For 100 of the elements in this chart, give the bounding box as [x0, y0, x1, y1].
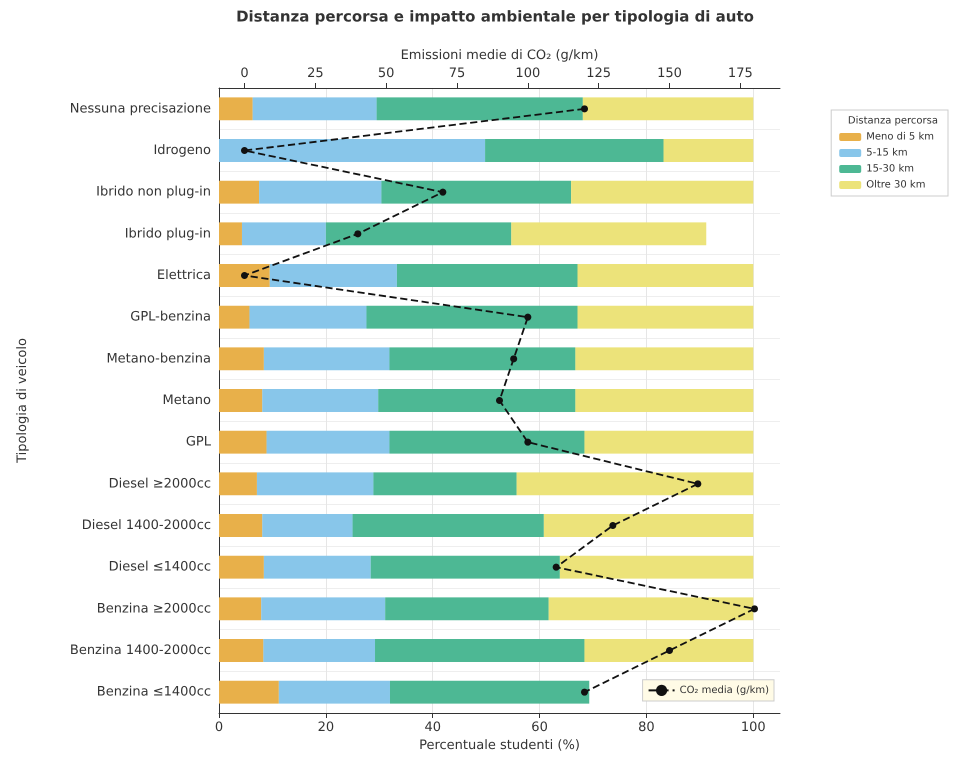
bar	[219, 639, 264, 662]
bar	[219, 514, 262, 537]
x-tick-label: 100	[740, 720, 766, 735]
bar	[256, 472, 374, 496]
point	[524, 314, 532, 321]
x2-tick-label: 150	[657, 66, 682, 81]
y-tick-label: Idrogeno	[153, 143, 212, 158]
point	[354, 230, 362, 238]
bar	[270, 264, 397, 287]
point	[552, 564, 560, 571]
x2-axis-title: Emissioni medie di CO₂ (g/km)	[400, 48, 598, 64]
bar	[578, 306, 754, 329]
bar	[278, 680, 390, 704]
x-tick-label: 20	[318, 720, 334, 735]
bar	[396, 264, 578, 287]
legend-label: 15-30 km	[866, 164, 914, 174]
chart-title: Distanza percorsa e impatto ambientale per tipologia di auto	[236, 8, 754, 26]
bar	[575, 389, 754, 412]
bar	[584, 639, 754, 662]
bar	[389, 430, 584, 454]
point	[609, 522, 616, 529]
y-tick-label: Benzina ≤1400cc	[96, 684, 211, 700]
point	[241, 272, 248, 279]
bar	[378, 389, 576, 412]
bar	[219, 306, 250, 329]
point	[510, 355, 518, 362]
point	[439, 188, 446, 196]
bar	[352, 514, 544, 537]
bar	[511, 222, 706, 246]
bar	[548, 597, 754, 620]
bar	[252, 97, 377, 120]
x2-tick-label: 100	[515, 66, 540, 81]
bar	[219, 180, 260, 204]
legend-label: Meno di 5 km	[866, 132, 934, 142]
bar	[385, 597, 549, 620]
bar	[390, 680, 590, 704]
bar	[219, 222, 242, 246]
x-tick-label: 40	[424, 720, 441, 735]
point	[694, 480, 702, 488]
point	[496, 397, 503, 404]
bar	[664, 139, 754, 162]
legend-label: CO₂ media (g/km)	[680, 684, 770, 696]
bar	[263, 639, 376, 662]
bar	[219, 97, 253, 120]
legend-title: Distanza percorsa	[848, 116, 938, 126]
bar	[560, 556, 754, 579]
point	[581, 688, 588, 696]
bar	[249, 306, 366, 329]
bar	[259, 180, 382, 204]
y-tick-label: Diesel ≤1400cc	[108, 560, 211, 575]
bar	[266, 430, 390, 454]
bar	[366, 306, 578, 329]
y-tick-label: GPL-benzina	[130, 310, 211, 325]
bar	[219, 472, 257, 496]
y-tick-label: Diesel 1400-2000cc	[82, 518, 211, 533]
point	[524, 438, 532, 446]
bar	[326, 222, 512, 246]
bar	[219, 556, 264, 579]
bar	[219, 139, 486, 162]
bar	[485, 139, 664, 162]
bar	[544, 514, 754, 537]
point	[581, 105, 588, 112]
x2-tick-label: 0	[240, 66, 249, 81]
bar	[381, 180, 572, 204]
bar	[219, 347, 264, 370]
bar	[261, 597, 386, 620]
x-tick-label: 60	[531, 720, 548, 735]
legend-label: Oltre 30 km	[866, 180, 926, 190]
bar	[219, 597, 262, 620]
bar	[373, 472, 517, 496]
x-tick-label: 80	[638, 720, 655, 735]
bar	[584, 430, 754, 454]
bar	[219, 680, 279, 704]
bar	[389, 347, 576, 370]
y-tick-label: Benzina 1400-2000cc	[70, 643, 211, 658]
bar	[262, 389, 378, 412]
bar	[262, 514, 353, 537]
bar	[578, 264, 754, 287]
x-tick-label: 0	[214, 720, 224, 735]
bar	[264, 347, 390, 370]
point	[241, 147, 248, 154]
bar	[264, 556, 371, 579]
bar	[219, 264, 270, 287]
bar	[571, 180, 754, 204]
y-tick-label: Nessuna precisazione	[70, 101, 211, 116]
x2-tick-label: 75	[448, 66, 466, 81]
y-tick-label: Metano	[162, 393, 212, 408]
legend-label: 5-15 km	[866, 148, 908, 158]
point	[751, 605, 758, 612]
bar	[219, 430, 267, 454]
x2-tick-label: 25	[307, 66, 324, 81]
y-tick-label: Metano-benzina	[106, 351, 211, 366]
y-tick-label: Elettrica	[156, 268, 211, 283]
x2-tick-label: 125	[586, 66, 612, 81]
bar	[375, 639, 584, 662]
x-axis-title: Percentuale studenti (%)	[419, 738, 580, 753]
point	[666, 647, 673, 654]
bar	[376, 97, 583, 120]
x2-tick-label: 175	[728, 66, 753, 81]
bar	[575, 347, 754, 370]
